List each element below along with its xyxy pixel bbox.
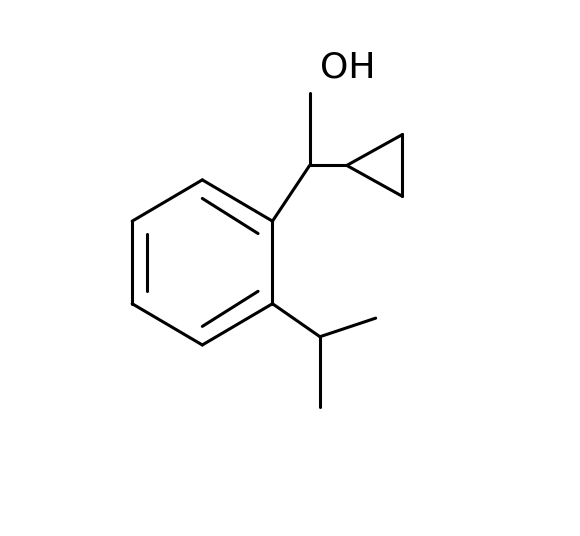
Text: OH: OH [320, 51, 375, 85]
